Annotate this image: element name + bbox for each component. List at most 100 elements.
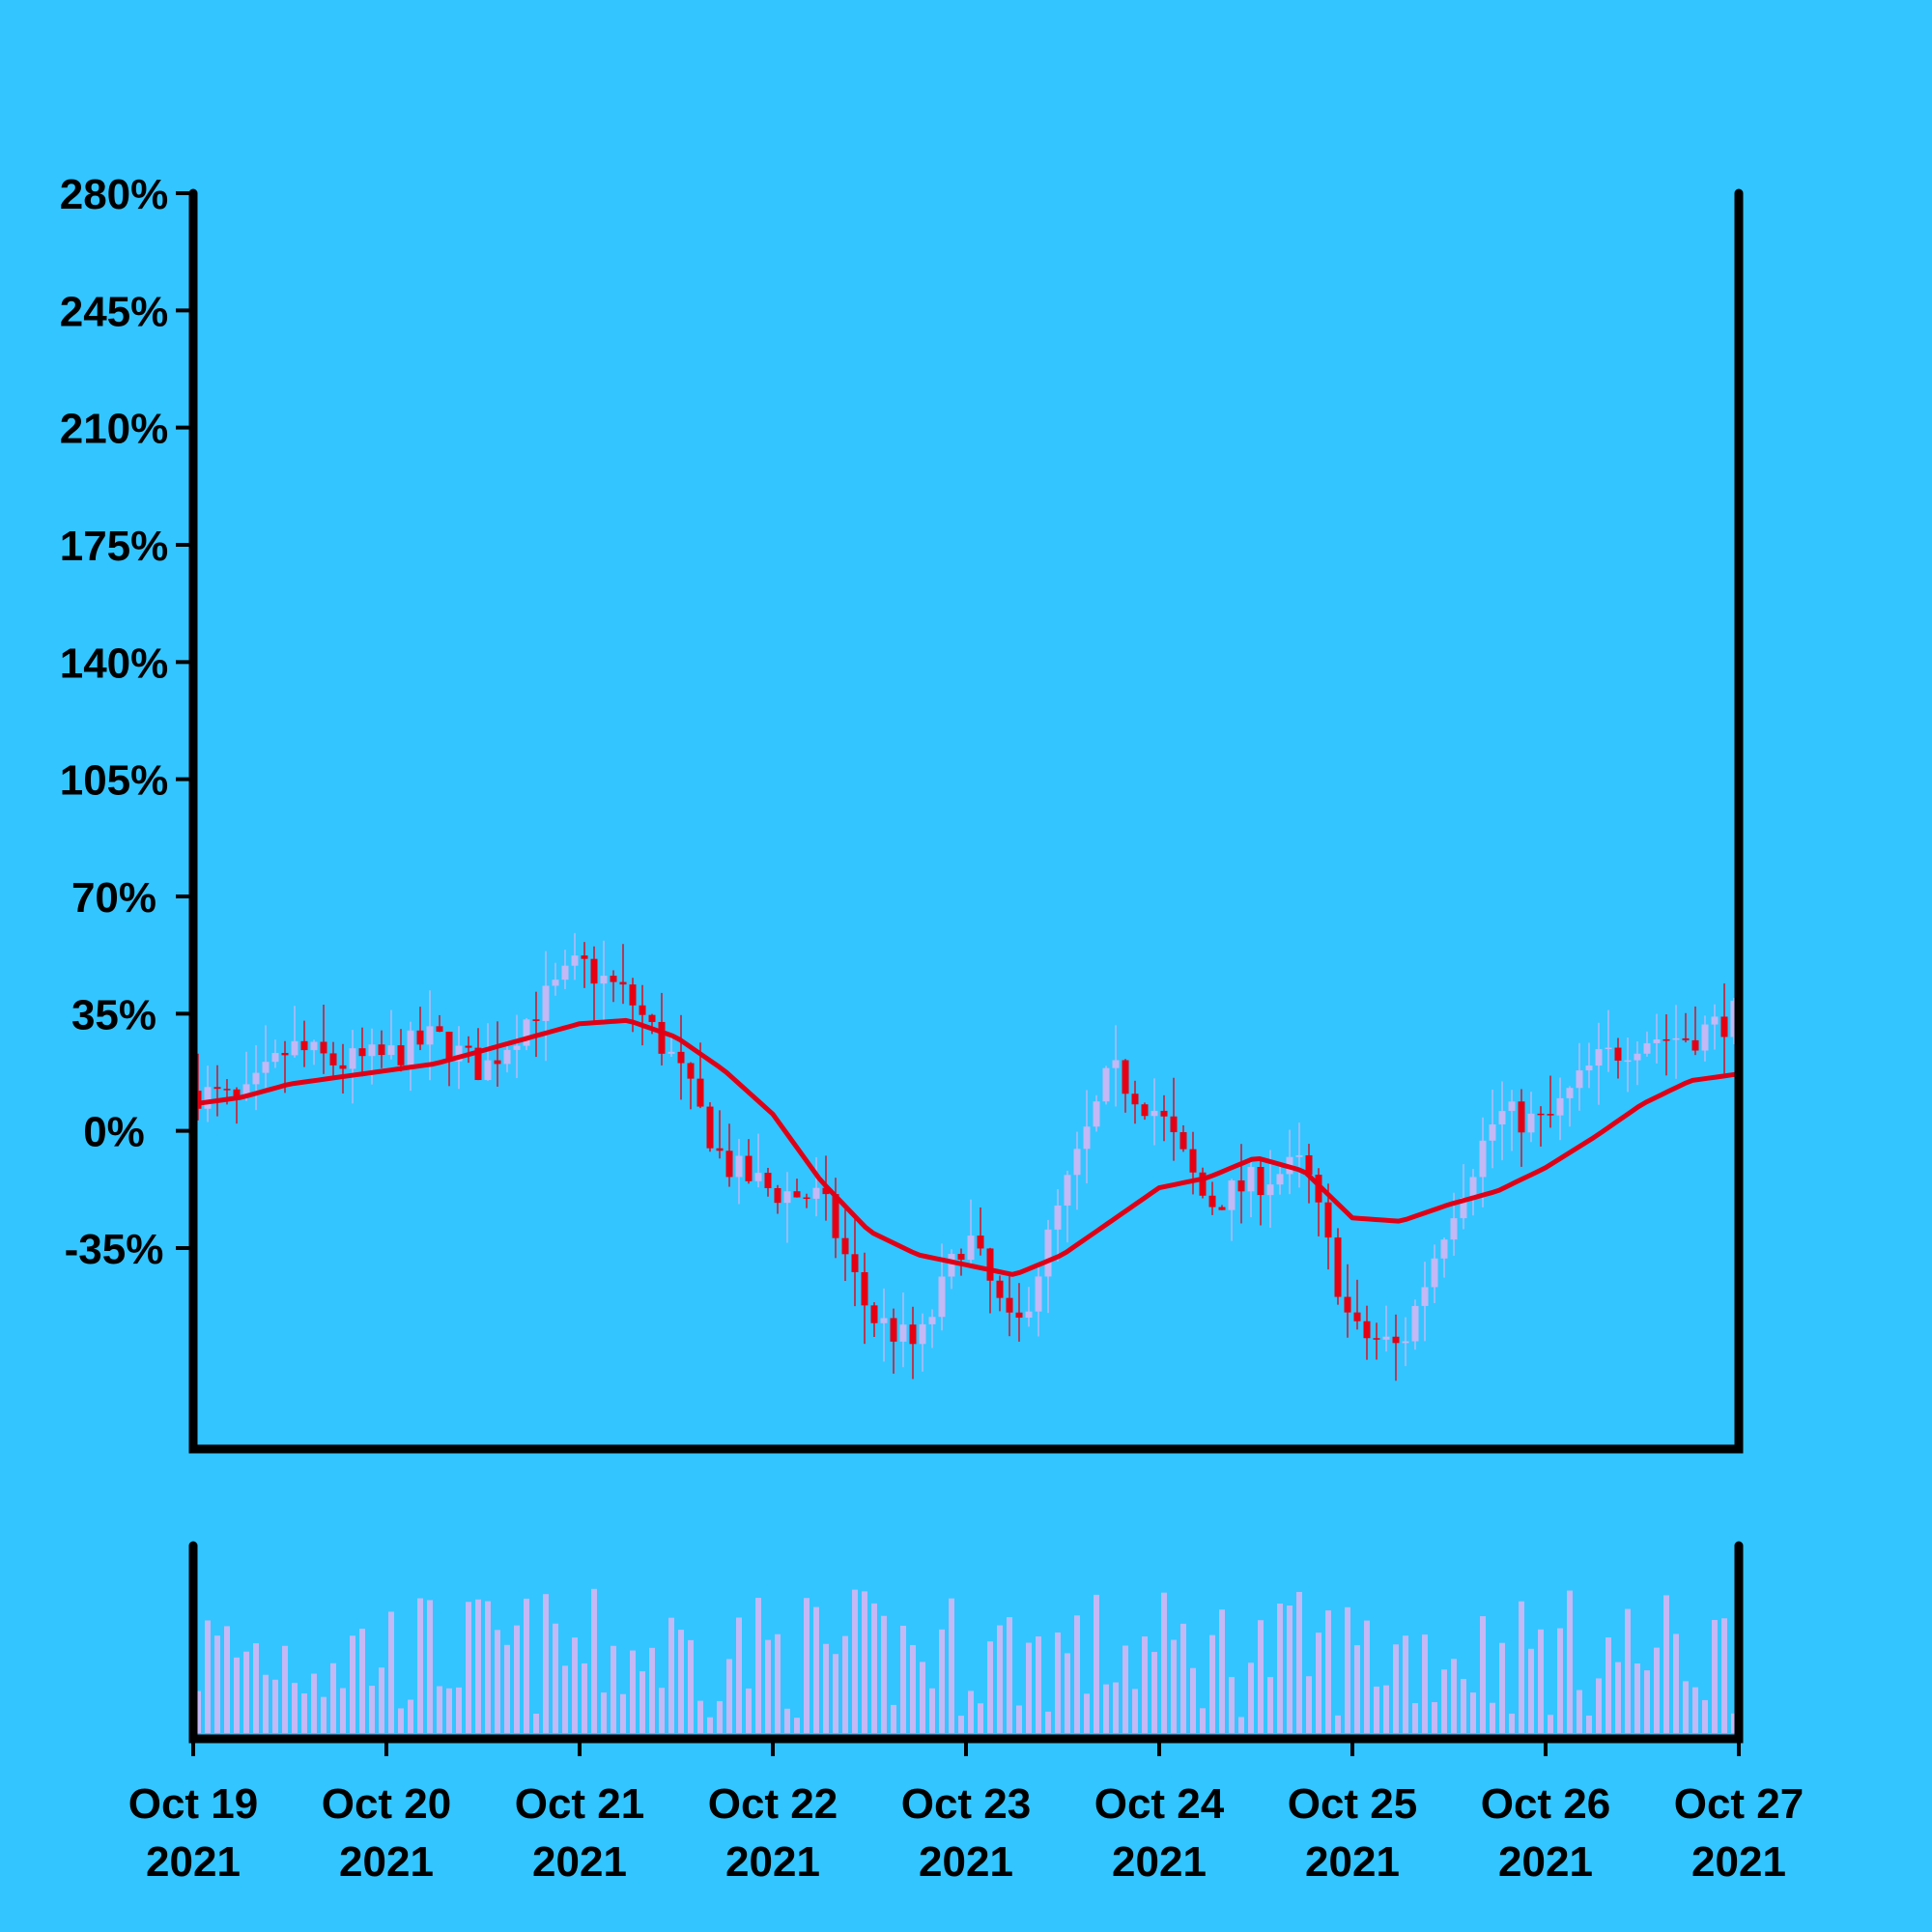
volume-bar bbox=[1634, 1662, 1640, 1733]
candle-body bbox=[1073, 1149, 1081, 1176]
candle-body bbox=[1141, 1104, 1149, 1117]
candle-body bbox=[387, 1045, 395, 1056]
volume-bar bbox=[379, 1667, 384, 1733]
price-plot-area bbox=[188, 188, 1744, 1454]
x-tick-label: Oct 25 bbox=[1288, 1780, 1418, 1828]
x-tick-year-label: 2021 bbox=[1305, 1838, 1400, 1886]
volume-bar bbox=[833, 1654, 838, 1733]
volume-bar bbox=[1470, 1692, 1476, 1733]
volume-bar bbox=[417, 1598, 423, 1733]
candle-body bbox=[1315, 1175, 1322, 1203]
volume-bar bbox=[755, 1598, 761, 1733]
candle-body bbox=[1189, 1149, 1197, 1173]
volume-bar bbox=[543, 1594, 549, 1733]
candle-body bbox=[619, 981, 627, 985]
candle-body bbox=[1614, 1047, 1622, 1061]
candle-body bbox=[407, 1030, 414, 1065]
candle-body bbox=[1624, 1060, 1632, 1063]
candle-body bbox=[1662, 1038, 1670, 1041]
volume-bar bbox=[881, 1615, 887, 1733]
candle-body bbox=[1489, 1123, 1496, 1141]
x-axis: Oct 19 2021 Oct 20 2021 Oct 21 2021 Oct 22 2021… bbox=[128, 1739, 1804, 1886]
volume-bar bbox=[1171, 1639, 1177, 1733]
candle-body bbox=[1566, 1088, 1574, 1098]
volume-bar bbox=[388, 1611, 394, 1733]
candle-body bbox=[1672, 1037, 1680, 1040]
volume-bar bbox=[1577, 1690, 1582, 1733]
x-tick-label: Oct 20 bbox=[322, 1780, 452, 1828]
candle-body bbox=[1102, 1067, 1110, 1102]
candles bbox=[194, 932, 1738, 1381]
candle-body bbox=[1218, 1207, 1226, 1210]
candle-body bbox=[445, 1032, 453, 1062]
candle-body bbox=[600, 976, 608, 984]
volume-bar bbox=[1403, 1635, 1408, 1733]
volume-bar bbox=[553, 1623, 558, 1733]
candle-body bbox=[552, 980, 559, 986]
x-tick-year-label: 2021 bbox=[1691, 1838, 1786, 1886]
candle-body bbox=[909, 1324, 917, 1345]
candle-body bbox=[1576, 1070, 1583, 1089]
volume-bar bbox=[437, 1686, 442, 1733]
x-tick-year-label: 2021 bbox=[1498, 1838, 1593, 1886]
y-tick-label: 140% bbox=[60, 639, 169, 687]
candle-body bbox=[793, 1191, 801, 1198]
candle-body bbox=[532, 1019, 540, 1021]
volume-bar bbox=[1209, 1634, 1215, 1733]
candle-body bbox=[281, 1052, 289, 1056]
candle-body bbox=[832, 1194, 839, 1238]
x-tick-year-label: 2021 bbox=[339, 1838, 434, 1886]
volume-bar bbox=[968, 1690, 974, 1733]
candle-body bbox=[1547, 1114, 1554, 1116]
candle-body bbox=[465, 1045, 472, 1048]
candle-body bbox=[1035, 1276, 1042, 1312]
candle-body bbox=[610, 976, 617, 982]
candle-body bbox=[899, 1324, 907, 1342]
y-axis: 280% 245% 210% 175% 140% 105% 70% 35% 0% -35% bbox=[60, 171, 193, 1273]
volume-bar bbox=[1132, 1689, 1138, 1733]
volume-bar bbox=[1248, 1662, 1254, 1733]
volume-bar bbox=[533, 1713, 539, 1733]
candle-body bbox=[716, 1148, 724, 1151]
volume-bar bbox=[466, 1602, 471, 1733]
candle-body bbox=[677, 1051, 685, 1064]
candle-body bbox=[725, 1151, 733, 1178]
volume-bar bbox=[398, 1708, 404, 1733]
candle-body bbox=[262, 1062, 270, 1073]
candle-body bbox=[1691, 1039, 1699, 1051]
volume-bar bbox=[1461, 1679, 1466, 1733]
x-tick-year-label: 2021 bbox=[919, 1838, 1013, 1886]
candle-body bbox=[349, 1048, 356, 1069]
volume-bar bbox=[1238, 1717, 1244, 1733]
volume-bar bbox=[678, 1630, 684, 1733]
candle-body bbox=[841, 1237, 849, 1255]
candle-body bbox=[503, 1049, 511, 1065]
volume-bar bbox=[1161, 1592, 1167, 1733]
candle-body bbox=[194, 1091, 202, 1109]
volume-bar bbox=[234, 1657, 240, 1733]
candle-body bbox=[1460, 1198, 1467, 1219]
candle-body bbox=[668, 1051, 675, 1054]
candle-body bbox=[783, 1191, 791, 1204]
candle-body bbox=[1556, 1097, 1564, 1116]
volume-bar bbox=[1277, 1603, 1283, 1733]
volume-bar bbox=[263, 1674, 269, 1733]
volume-bar bbox=[726, 1659, 732, 1733]
volume-bar bbox=[746, 1688, 752, 1733]
candle-body bbox=[1730, 1001, 1738, 1037]
volume-bar bbox=[1296, 1592, 1302, 1733]
volume-bar bbox=[1393, 1644, 1399, 1733]
candle-body bbox=[967, 1236, 975, 1261]
candle-body bbox=[416, 1030, 424, 1045]
candle-body bbox=[1353, 1312, 1361, 1321]
candle-body bbox=[329, 1053, 337, 1065]
volume-bar bbox=[292, 1683, 298, 1733]
volume-bar bbox=[688, 1639, 694, 1733]
volume-bar bbox=[823, 1643, 829, 1733]
volume-bar bbox=[272, 1679, 278, 1733]
candle-body bbox=[1373, 1338, 1380, 1340]
volume-bar bbox=[1258, 1620, 1264, 1733]
volume-bar bbox=[1316, 1633, 1321, 1733]
candle-body bbox=[1720, 1016, 1728, 1037]
